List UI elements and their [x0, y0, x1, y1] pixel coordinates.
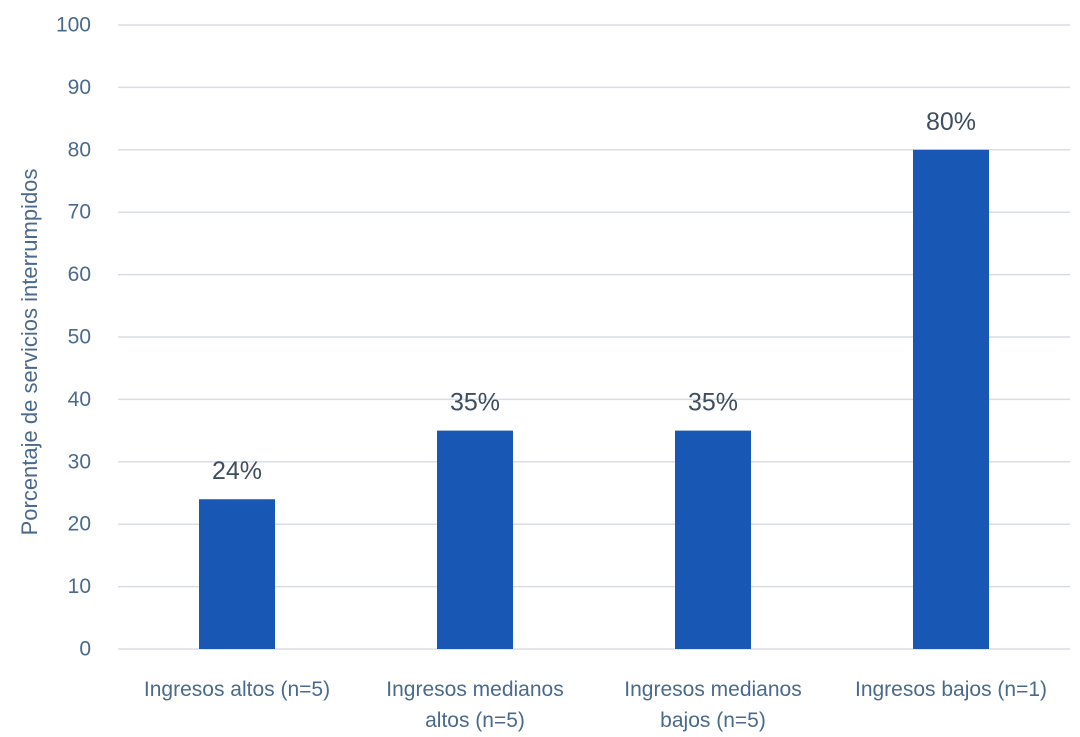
y-tick-label: 80 [68, 138, 91, 161]
gridlines [118, 24, 1070, 650]
x-tick-label: Ingresos bajos (n=1) [855, 678, 1047, 701]
bar [437, 430, 513, 649]
y-tick-label: 0 [79, 638, 91, 661]
x-axis-ticks: Ingresos altos (n=5) Ingresos medianos alt… [144, 678, 1047, 732]
bar [913, 149, 989, 650]
y-tick-label: 50 [68, 326, 91, 349]
y-tick-label: 30 [68, 450, 91, 473]
y-tick-label: 60 [68, 263, 91, 286]
y-tick-label: 40 [68, 388, 91, 411]
x-tick-label: Ingresos altos (n=5) [144, 678, 330, 701]
data-label: 35% [450, 389, 500, 417]
bar [199, 499, 275, 649]
data-label: 80% [926, 108, 976, 136]
x-tick-label: Ingresos medianos [386, 678, 563, 701]
bar [675, 430, 751, 649]
x-tick-label: altos (n=5) [425, 709, 525, 732]
y-axis-label: Porcentaje de servicios interrumpidos [17, 169, 42, 536]
bars [199, 149, 989, 650]
data-label: 24% [212, 457, 262, 485]
y-axis-ticks: 0 10 20 30 40 50 60 70 80 90 100 [56, 14, 91, 661]
y-tick-label: 20 [68, 513, 91, 536]
y-tick-label: 100 [56, 14, 91, 37]
x-tick-label: bajos (n=5) [660, 709, 766, 732]
data-label: 35% [688, 389, 738, 417]
y-tick-label: 90 [68, 76, 91, 99]
x-tick-label: Ingresos medianos [624, 678, 801, 701]
y-tick-label: 70 [68, 201, 91, 224]
y-tick-label: 10 [68, 575, 91, 598]
data-labels: 24% 35% 35% 80% [212, 108, 976, 485]
